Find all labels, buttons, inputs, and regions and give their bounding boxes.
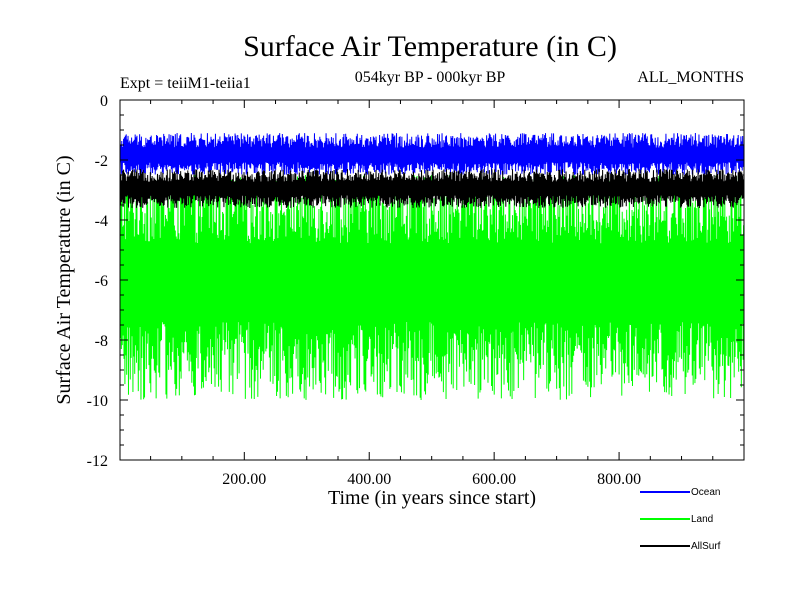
x-axis-label: Time (in years since start) — [328, 487, 536, 509]
chart-subtitle-right: ALL_MONTHS — [637, 69, 744, 86]
x-tick-label: 800.00 — [597, 471, 641, 488]
y-axis-label: Surface Air Temperature (in C) — [53, 155, 75, 404]
x-tick-label: 200.00 — [222, 471, 266, 488]
series-line-ocean — [119, 133, 745, 175]
x-tick-label: 400.00 — [347, 471, 391, 488]
series-line-land — [119, 174, 745, 400]
y-tick-label: -2 — [95, 153, 108, 170]
legend-label-ocean: Ocean — [691, 487, 720, 498]
chart-subtitle-center: 054kyr BP - 000kyr BP — [355, 69, 506, 86]
chart-subtitle-left: Expt = teiiM1-teiia1 — [120, 75, 251, 92]
y-tick-label: -4 — [95, 213, 108, 230]
chart-title: Surface Air Temperature (in C) — [243, 30, 617, 63]
legend-label-land: Land — [691, 514, 713, 525]
legend-label-allsurf: AllSurf — [691, 541, 721, 552]
plot-frame — [119, 99, 745, 461]
y-tick-label: -12 — [87, 453, 108, 470]
y-tick-label: 0 — [100, 93, 108, 110]
legend: Ocean Land AllSurf — [640, 487, 721, 552]
y-tick-label: -8 — [95, 333, 108, 350]
y-tick-label: -6 — [95, 273, 108, 290]
series-layer — [119, 133, 745, 400]
series-line-allsurf — [119, 169, 745, 208]
y-tick-label: -10 — [87, 393, 108, 410]
tick-layer: 200.00 400.00 600.00 800.00 0 -2 -4 -6 -8 -10 -12 — [87, 93, 744, 488]
x-tick-label: 600.00 — [472, 471, 516, 488]
